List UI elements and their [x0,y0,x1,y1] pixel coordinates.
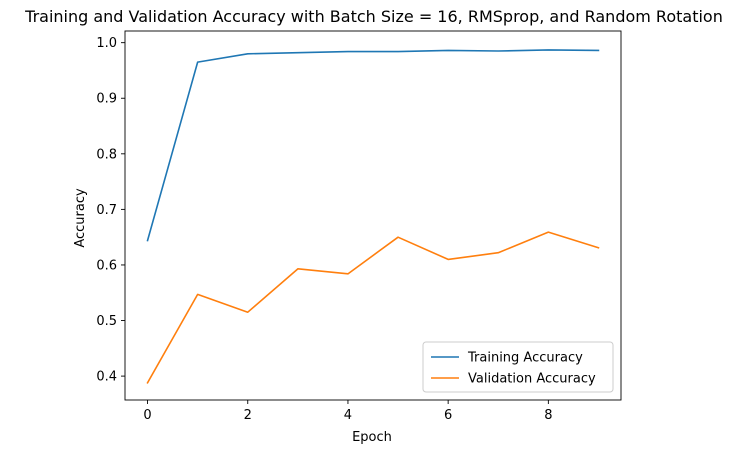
legend-label-0: Training Accuracy [467,351,583,366]
y-tick-label: 0.9 [96,92,117,107]
chart-title: Training and Validation Accuracy with Ba… [24,7,723,26]
plot-frame [124,30,622,401]
y-tick-label: 1.0 [96,36,117,51]
y-tick-label: 0.5 [96,314,117,329]
x-tick-label: 8 [544,408,552,423]
x-axis-title: Epoch [352,430,392,445]
legend-label-1: Validation Accuracy [468,372,596,387]
y-tick-label: 0.7 [96,203,117,218]
x-tick-label: 2 [244,408,252,423]
plot-area: 0 2 4 6 8 0.4 0.5 0.6 0.7 0.8 0.9 1.0 [96,30,622,423]
x-tick-label: 4 [344,408,352,423]
x-tick-label: 6 [444,408,452,423]
series-line-1 [146,231,600,384]
x-tick-label: 0 [143,408,151,423]
y-tick-label: 0.4 [96,370,117,385]
y-tick-label: 0.6 [96,258,117,273]
series-line-0 [146,49,600,242]
y-axis-title: Accuracy [73,188,88,248]
legend: Training Accuracy Validation Accuracy [422,341,614,393]
y-tick-label: 0.8 [96,147,117,162]
legend-box [422,341,614,393]
